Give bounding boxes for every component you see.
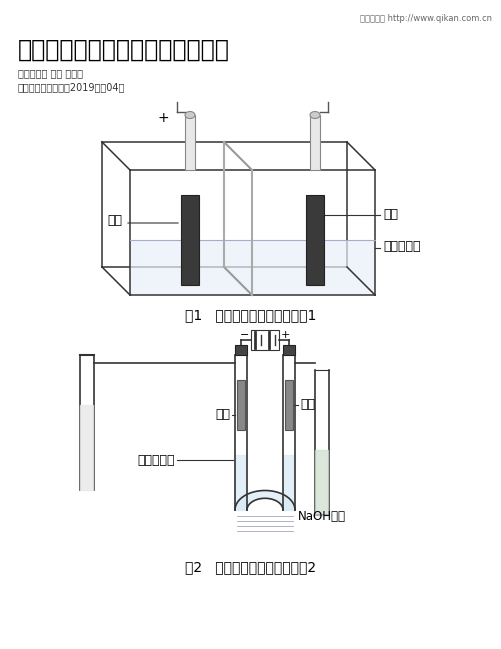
Polygon shape bbox=[283, 345, 295, 355]
Polygon shape bbox=[234, 345, 246, 355]
Text: 饱和食盐水: 饱和食盐水 bbox=[382, 241, 420, 254]
Text: NaOH溶液: NaOH溶液 bbox=[298, 510, 345, 523]
Text: 阴极: 阴极 bbox=[382, 208, 397, 221]
Text: 阳极: 阳极 bbox=[107, 214, 122, 227]
Text: 饱和食盐水: 饱和食盐水 bbox=[137, 454, 175, 467]
Text: 龙源期刊网 http://www.qikan.com.cn: 龙源期刊网 http://www.qikan.com.cn bbox=[359, 14, 491, 23]
Text: +: + bbox=[281, 330, 290, 340]
Ellipse shape bbox=[310, 112, 319, 119]
Ellipse shape bbox=[185, 112, 194, 119]
Text: +: + bbox=[157, 111, 168, 125]
Polygon shape bbox=[310, 115, 319, 170]
Polygon shape bbox=[306, 195, 323, 285]
Text: 阴极: 阴极 bbox=[214, 408, 229, 421]
Polygon shape bbox=[234, 491, 295, 510]
Text: 电解饱和食盐水实验装置的新设计: 电解饱和食盐水实验装置的新设计 bbox=[18, 38, 229, 62]
Text: 图1   电解饱和食盐水实验装置1: 图1 电解饱和食盐水实验装置1 bbox=[185, 308, 316, 322]
Polygon shape bbox=[130, 240, 374, 295]
Polygon shape bbox=[181, 195, 198, 285]
Polygon shape bbox=[285, 380, 293, 430]
Text: 图2   电解饱和食盐水实验装置2: 图2 电解饱和食盐水实验装置2 bbox=[185, 560, 316, 574]
Polygon shape bbox=[185, 115, 194, 170]
Text: 阳极: 阳极 bbox=[300, 398, 314, 411]
Bar bbox=[250, 330, 279, 350]
Text: 来源：《化学教学》2019年第04期: 来源：《化学教学》2019年第04期 bbox=[18, 82, 125, 92]
Text: −: − bbox=[239, 330, 248, 340]
Polygon shape bbox=[236, 380, 244, 430]
Text: 作者：平锁 罗兵 唐其生: 作者：平锁 罗兵 唐其生 bbox=[18, 68, 83, 78]
